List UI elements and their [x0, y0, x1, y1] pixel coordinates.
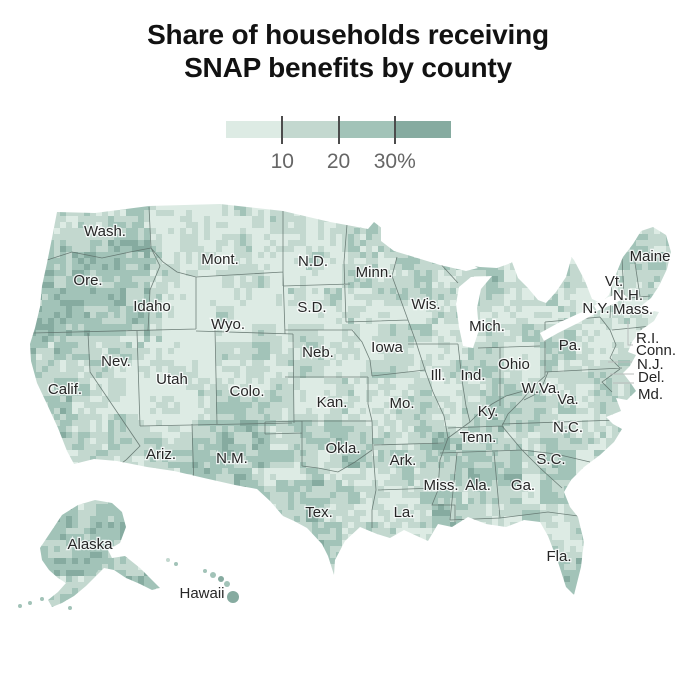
great-lakes	[381, 226, 627, 348]
lake-0	[381, 226, 478, 271]
legend-tick-label-10: 10	[270, 150, 294, 173]
island	[68, 606, 72, 610]
legend-swatch-2	[338, 121, 395, 138]
state-label-mont: Mont.	[201, 251, 239, 268]
island	[166, 558, 170, 562]
island	[28, 601, 32, 605]
island-chains	[18, 558, 239, 610]
state-label-mo: Mo.	[389, 395, 414, 412]
state-label-s-d: S.D.	[297, 299, 326, 316]
page-title-line-2: SNAP benefits by county	[184, 52, 512, 83]
state-label-calif: Calif.	[48, 381, 82, 398]
color-legend: 10 20 30%	[226, 112, 451, 178]
island	[224, 581, 230, 587]
legend-swatch-0	[226, 121, 283, 138]
legend-tick-20	[337, 116, 340, 144]
state-label-ill: Ill.	[431, 367, 446, 384]
state-label-colo: Colo.	[229, 383, 264, 400]
state-label-ark: Ark.	[390, 452, 417, 469]
state-label-hawaii: Hawaii	[179, 585, 224, 602]
state-label-wash: Wash.	[84, 223, 126, 240]
state-label-idaho: Idaho	[133, 298, 171, 315]
state-label-pa: Pa.	[559, 337, 582, 354]
state-label-n-d: N.D.	[298, 253, 328, 270]
island	[203, 569, 207, 573]
state-label-vt: Vt.	[605, 273, 623, 290]
page-title-line-1: Share of households receiving	[147, 19, 549, 50]
state-label-n-y: N.Y.	[582, 300, 609, 317]
state-label-w-va: W.Va.	[522, 380, 561, 397]
state-label-ky: Ky.	[478, 403, 499, 420]
state-label-mich: Mich.	[469, 318, 505, 335]
state-label-la: La.	[394, 504, 415, 521]
state-label-ohio: Ohio	[498, 356, 530, 373]
island	[218, 576, 224, 582]
island	[92, 567, 98, 573]
state-label-ga: Ga.	[511, 477, 535, 494]
lake-2	[512, 227, 572, 303]
state-label-ore: Ore.	[73, 272, 102, 289]
state-label-n-h: N.H.	[613, 287, 643, 304]
leader-lines	[608, 321, 634, 384]
lake-4	[594, 293, 627, 311]
island	[18, 604, 22, 608]
state-label-md: Md.	[638, 386, 663, 403]
state-label-ariz: Ariz.	[146, 446, 176, 463]
state-label-neb: Neb.	[302, 344, 334, 361]
legend-swatch-1	[282, 121, 339, 138]
legend-tick-label-30: 30%	[373, 150, 416, 173]
legend-color-ramp	[226, 121, 451, 138]
state-label-n-c: N.C.	[553, 419, 583, 436]
island	[40, 597, 44, 601]
state-label-tenn: Tenn.	[460, 429, 497, 446]
island	[227, 591, 239, 603]
state-label-alaska: Alaska	[67, 536, 113, 553]
state-label-maine: Maine	[630, 248, 671, 265]
county-mosaic	[30, 204, 671, 607]
lake-1	[456, 276, 492, 348]
island	[210, 572, 216, 578]
legend-tick-label-20: 20	[326, 150, 351, 173]
state-label-n-m: N.M.	[216, 450, 248, 467]
legend-tick-10	[281, 116, 284, 144]
lake-3	[540, 308, 596, 341]
state-label-kan: Kan.	[317, 394, 348, 411]
legend-swatch-3	[394, 121, 451, 138]
state-label-iowa: Iowa	[371, 339, 403, 356]
state-label-s-c: S.C.	[536, 451, 565, 468]
state-label-utah: Utah	[156, 371, 188, 388]
island	[174, 562, 178, 566]
state-label-tex: Tex.	[305, 504, 333, 521]
state-label-del: Del.	[638, 369, 665, 386]
page-title: Share of households receiving SNAP benef…	[0, 18, 696, 84]
state-borders	[32, 206, 653, 528]
state-labels: Wash. Ore. Calif. Nev. Idaho Utah Ariz. Mont. Wy…	[47, 222, 678, 604]
state-label-okla: Okla.	[325, 440, 360, 457]
state-label-ind: Ind.	[460, 367, 485, 384]
state-label-fla: Fla.	[546, 548, 571, 565]
state-label-va: Va.	[557, 391, 578, 408]
state-label-n-j: N.J.	[637, 356, 664, 373]
state-label-ala: Ala.	[465, 477, 491, 494]
state-label-miss: Miss.	[424, 477, 459, 494]
state-label-minn: Minn.	[356, 264, 393, 281]
state-label-wyo: Wyo.	[211, 316, 245, 333]
state-label-r-i: R.I.	[636, 330, 659, 347]
legend-tick-30	[393, 116, 396, 144]
state-label-wis: Wis.	[411, 296, 440, 313]
state-label-conn: Conn.	[636, 342, 676, 359]
state-label-nev: Nev.	[101, 353, 131, 370]
state-label-mass: Mass.	[613, 301, 653, 318]
